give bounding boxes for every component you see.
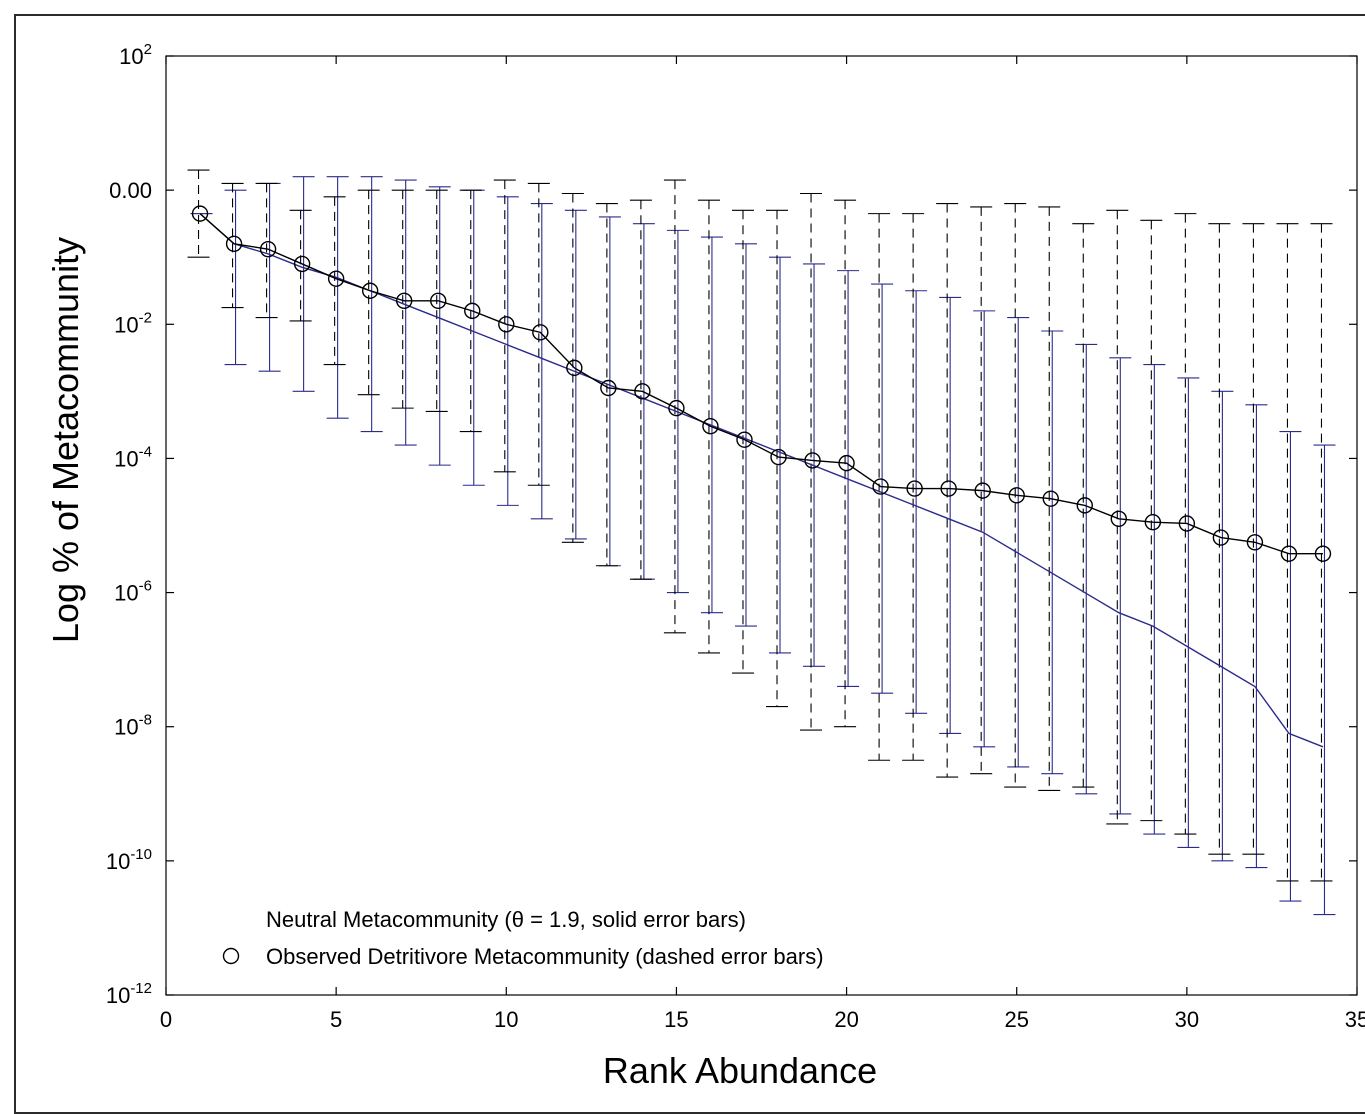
observed-point [1212, 529, 1230, 546]
x-tick-label: 0 [160, 1007, 172, 1032]
observed-point [770, 448, 787, 466]
observed-error-bars [187, 169, 1333, 882]
y-tick-label: 10-6 [114, 578, 152, 606]
observed-point [1144, 513, 1162, 531]
observed-point [396, 292, 413, 310]
observed-point [1314, 545, 1332, 562]
legend-observed-label: Observed Detritivore Metacommunity (dash… [266, 944, 824, 969]
y-tick-label: 10-10 [106, 846, 152, 874]
x-tick-label: 20 [834, 1007, 858, 1032]
plot-area-border [165, 55, 1358, 996]
y-tick-label: 10-4 [114, 443, 152, 471]
x-tick-label: 5 [330, 1007, 342, 1032]
observed-point [1178, 515, 1196, 532]
observed-point [1042, 490, 1059, 507]
legend-observed-marker [222, 947, 240, 965]
observed-point [940, 480, 957, 497]
observed-point [361, 282, 379, 299]
observed-point [1110, 510, 1128, 527]
observed-point [191, 205, 209, 222]
y-tick-label: 102 [119, 41, 152, 69]
observed-point [804, 452, 821, 469]
observed-point [293, 255, 311, 273]
observed-point [1076, 497, 1093, 514]
y-tick-label: 10-2 [114, 309, 152, 337]
observed-point [974, 482, 991, 499]
observed-point [906, 480, 923, 497]
legend: Neutral Metacommunity (θ = 1.9, solid er… [222, 907, 824, 969]
observed-point [430, 292, 447, 310]
observed-point [600, 379, 617, 397]
neutral-series-line [199, 213, 1324, 748]
observed-point [668, 399, 685, 417]
observed-point [1008, 487, 1025, 504]
y-tick-label: 10-8 [114, 712, 152, 740]
observed-point [327, 270, 345, 287]
y-tick-label: 0.00 [109, 178, 152, 203]
observed-point [1246, 534, 1264, 551]
x-axis-label: Rank Abundance [603, 1050, 877, 1091]
x-tick-label: 30 [1175, 1007, 1199, 1032]
observed-point [872, 478, 889, 495]
observed-series-line [199, 213, 1323, 555]
observed-markers [191, 205, 1332, 562]
observed-point [498, 316, 515, 333]
observed-point [566, 359, 583, 377]
observed-point [225, 235, 243, 253]
observed-point [259, 240, 277, 258]
y-tick-label: 10-12 [106, 980, 152, 1008]
y-axis-label: Log % of Metacommunity [45, 237, 86, 643]
tick-labels: 0 5 10 15 20 25 30 35 102 0.00 10-2 10-4 10-6 10-8 10-… [106, 41, 1365, 1032]
x-tick-label: 10 [494, 1007, 518, 1032]
observed-point [634, 383, 651, 400]
neutral-error-bars [190, 176, 1336, 916]
series-lines [199, 213, 1324, 748]
observed-point [736, 431, 753, 448]
observed-point [1280, 545, 1298, 562]
observed-point [702, 418, 719, 435]
legend-neutral-label: Neutral Metacommunity (θ = 1.9, solid er… [266, 907, 746, 932]
observed-point [464, 302, 481, 320]
observed-point [532, 324, 549, 341]
axes-layer [165, 55, 1358, 996]
x-tick-label: 15 [664, 1007, 688, 1032]
x-tick-label: 25 [1004, 1007, 1028, 1032]
x-tick-label: 35 [1345, 1007, 1365, 1032]
observed-point [838, 454, 855, 472]
